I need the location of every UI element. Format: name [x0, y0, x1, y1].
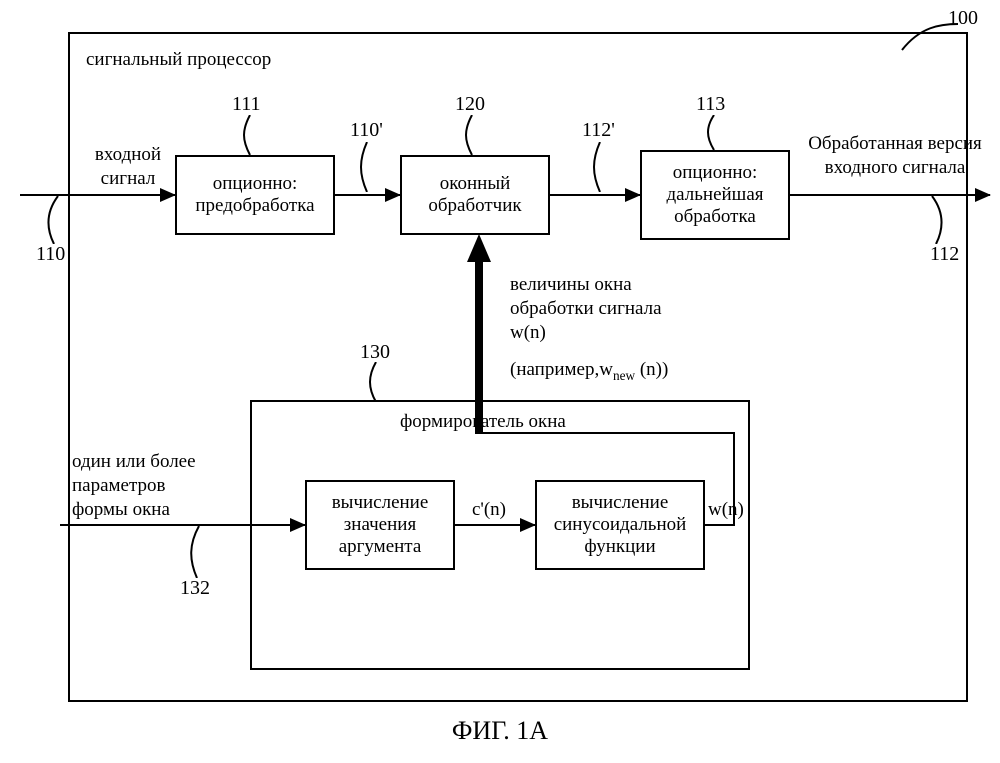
ref-111: 111: [232, 92, 261, 117]
leader-110p: [355, 142, 379, 192]
arrow-params: [290, 518, 306, 532]
label-wn-block: величины окна обработки сигнала w(n): [510, 273, 730, 344]
block-win-label: оконный обработчик: [406, 173, 544, 217]
line-sin-right: [705, 524, 735, 526]
arrow-arg-sin: [520, 518, 536, 532]
input-label: входной сигнал: [78, 143, 178, 191]
block-post-label: опционно: дальнейшая обработка: [646, 162, 784, 228]
ref-112: 112: [930, 242, 959, 267]
block-arg: вычисление значения аргумента: [305, 480, 455, 570]
line-params: [60, 524, 305, 526]
ref-120: 120: [455, 92, 485, 117]
line-sin-left: [479, 432, 735, 434]
ref-113: 113: [696, 92, 725, 117]
leader-112: [920, 196, 950, 244]
diagram-canvas: сигнальный процессор 100 опционно: предо…: [0, 0, 1000, 763]
arrow-pre-win: [385, 188, 401, 202]
line-sin-up1: [733, 432, 735, 526]
leader-113: [704, 115, 728, 150]
leader-132: [185, 526, 211, 578]
label-cprime: c'(n): [472, 498, 506, 522]
block-pre-label: опционно: предобработка: [181, 173, 329, 217]
block-pre: опционно: предобработка: [175, 155, 335, 235]
block-sin-label: вычисление синусоидальной функции: [541, 492, 699, 558]
leader-110: [40, 196, 70, 244]
ref-110p: 110': [350, 118, 383, 143]
arrow-post-out: [975, 188, 991, 202]
label-wn-example: (например,wnew (n)): [510, 358, 668, 384]
params-label: один или более параметров формы окна: [72, 450, 242, 521]
leader-120: [462, 115, 486, 155]
block-win: оконный обработчик: [400, 155, 550, 235]
block-sin: вычисление синусоидальной функции: [535, 480, 705, 570]
arrow-wn: [467, 234, 491, 262]
ref-132: 132: [180, 576, 210, 601]
output-label: Обработанная версия входного сигнала: [800, 132, 990, 180]
leader-112p: [588, 142, 612, 192]
leader-111: [240, 115, 264, 155]
block-post: опционно: дальнейшая обработка: [640, 150, 790, 240]
line-post-out: [790, 194, 990, 196]
figure-caption: ФИГ. 1А: [0, 716, 1000, 746]
arrow-win-post: [625, 188, 641, 202]
label-wn-small: w(n): [708, 498, 744, 522]
ref-112p: 112': [582, 118, 615, 143]
leader-130: [366, 362, 390, 402]
line-wn-thick: [475, 258, 483, 434]
outer-title: сигнальный процессор: [86, 48, 271, 72]
block-arg-label: вычисление значения аргумента: [311, 492, 449, 558]
ref-110: 110: [36, 242, 65, 267]
leader-100: [900, 22, 960, 52]
